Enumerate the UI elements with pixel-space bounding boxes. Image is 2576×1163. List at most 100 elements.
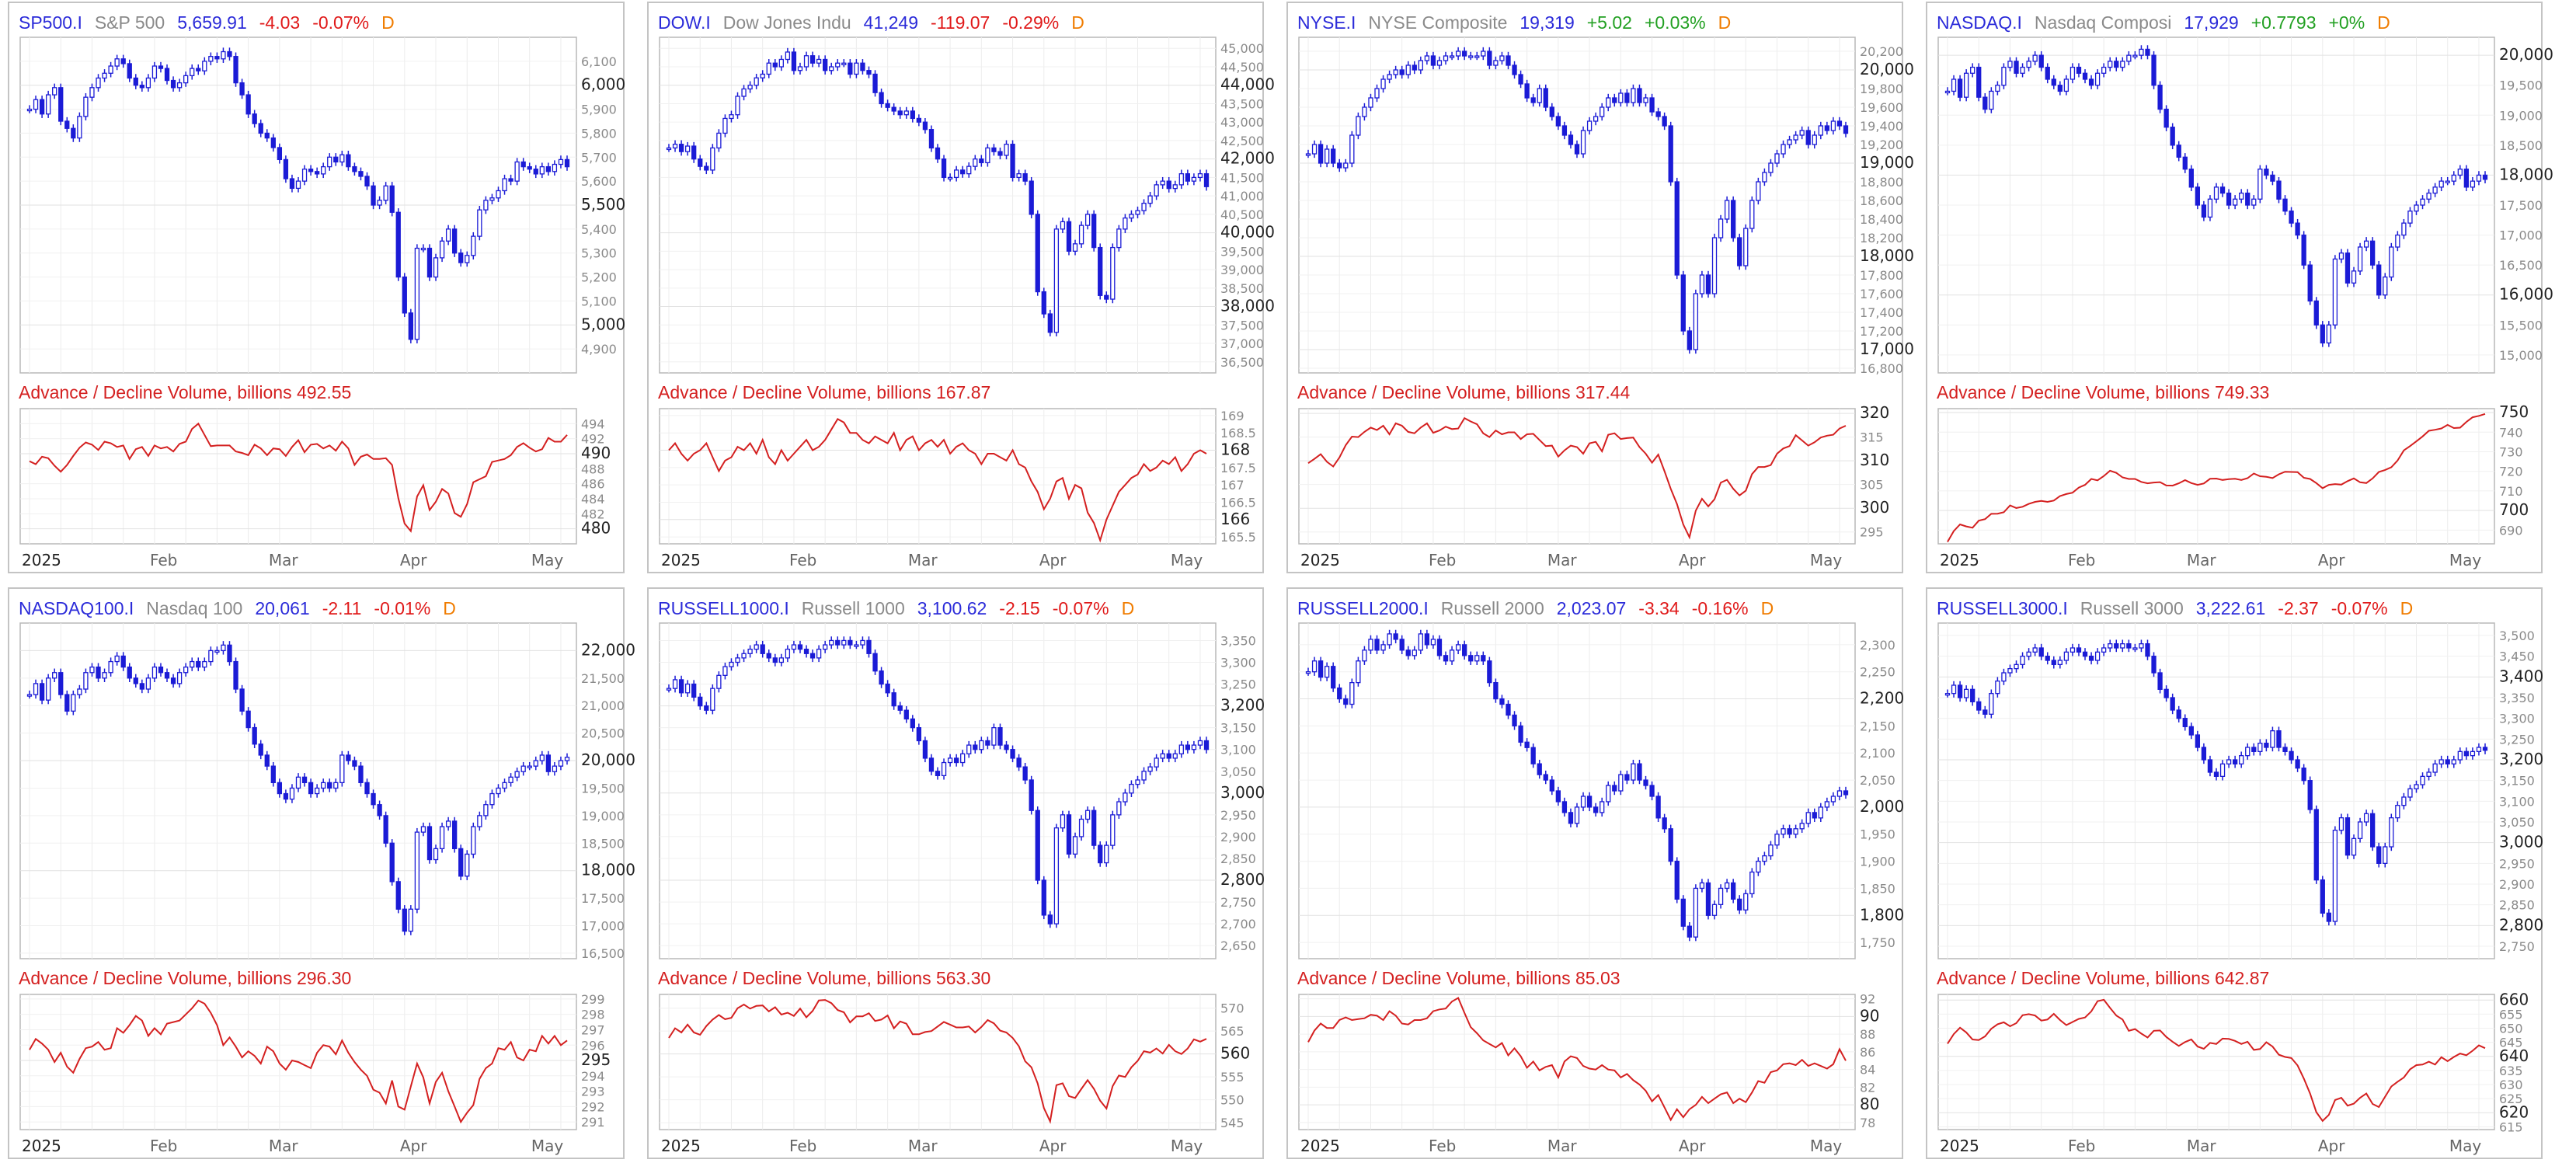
period-selector[interactable]: D — [2377, 12, 2390, 33]
candle — [997, 723, 1003, 750]
candle — [960, 165, 966, 178]
candle — [1110, 243, 1116, 304]
period-selector[interactable]: D — [1071, 12, 1084, 33]
price-y-tick: 22,000 — [581, 640, 635, 659]
candle — [176, 78, 183, 92]
price-y-tick: 5,100 — [581, 294, 617, 308]
candle — [710, 144, 715, 175]
candle — [539, 750, 545, 765]
candle — [2108, 639, 2113, 653]
candle — [1393, 65, 1398, 79]
symbol-link[interactable]: SP500.I — [19, 12, 82, 33]
candle — [83, 668, 89, 694]
symbol-link[interactable]: RUSSELL1000.I — [658, 598, 789, 618]
price-y-tick: 17,500 — [2499, 198, 2543, 213]
price-y-tick: 18,200 — [1860, 231, 1903, 245]
volume-y-tick: 710 — [2499, 484, 2523, 499]
candle — [1084, 210, 1091, 230]
symbol-link[interactable]: DOW.I — [658, 12, 711, 33]
candle — [1016, 754, 1022, 771]
chart-panel-russell3000i[interactable]: RUSSELL3000.I Russell 3000 3,222.61 -2.37 -0… — [1926, 587, 2543, 1159]
candle — [445, 225, 451, 245]
symbol-link[interactable]: NASDAQ.I — [1937, 12, 2022, 33]
candle — [941, 758, 947, 780]
candle — [314, 784, 320, 798]
volume-y-tick: 625 — [2499, 1092, 2523, 1106]
candle — [1781, 140, 1786, 158]
candle — [496, 784, 501, 798]
candle — [1793, 131, 1798, 145]
candle — [809, 649, 816, 663]
candle — [829, 636, 834, 649]
candle — [1356, 112, 1361, 140]
candle — [1655, 107, 1661, 121]
symbol-link[interactable]: RUSSELL3000.I — [1937, 598, 2068, 618]
price-y-tick: 19,600 — [1860, 100, 1903, 115]
chart-panel-russell2000i[interactable]: RUSSELL2000.I Russell 2000 2,023.07 -3.34 -0… — [1286, 587, 1904, 1159]
candle — [803, 51, 809, 71]
price-y-tick: 16,500 — [2499, 258, 2543, 273]
candle — [1580, 126, 1586, 158]
chart-panel-russell1000i[interactable]: RUSSELL1000.I Russell 1000 3,100.62 -2.15 -0… — [647, 587, 1265, 1159]
candle — [860, 59, 865, 75]
price-change: -2.15 — [999, 598, 1040, 618]
candle — [854, 59, 859, 78]
candle — [352, 162, 357, 176]
price-y-tick: 18,400 — [1860, 212, 1903, 227]
x-tick-label: May — [531, 1137, 564, 1155]
candle — [823, 640, 828, 653]
price-y-tick: 6,000 — [581, 75, 625, 94]
period-selector[interactable]: D — [2400, 598, 2414, 618]
chart-panel-dowi[interactable]: DOW.I Dow Jones Indu 41,249 -119.07 -0.29% D A… — [647, 2, 1275, 573]
candle — [1995, 81, 2000, 96]
candle — [564, 753, 570, 765]
candle — [2270, 171, 2275, 186]
candle — [2226, 189, 2232, 210]
candle — [691, 141, 697, 163]
candle — [860, 636, 865, 649]
period-selector[interactable]: D — [443, 598, 456, 618]
period-selector[interactable]: D — [381, 12, 395, 33]
x-tick-label: May — [1810, 1137, 1843, 1155]
candle — [1349, 678, 1355, 709]
price-y-tick: 44,000 — [1220, 75, 1275, 94]
price-y-tick: 39,500 — [1220, 244, 1264, 259]
candle — [816, 645, 822, 663]
period-selector[interactable]: D — [1718, 12, 1732, 33]
candle — [2432, 183, 2438, 197]
candle — [1799, 126, 1805, 140]
candle — [722, 662, 728, 680]
candle — [1543, 84, 1548, 112]
candle — [1743, 224, 1749, 270]
x-tick-label: Feb — [150, 551, 177, 569]
symbol-link[interactable]: NYSE.I — [1297, 12, 1356, 33]
candle — [897, 106, 903, 119]
chart-panel-sp500i[interactable]: SP500.I S&P 500 5,659.91 -4.03 -0.07% D Advanc… — [8, 2, 625, 573]
candle — [170, 674, 176, 688]
candle — [383, 182, 388, 205]
candle — [1499, 695, 1505, 709]
candle — [2139, 45, 2144, 60]
candle — [1368, 635, 1373, 655]
candle — [922, 736, 928, 763]
candle — [558, 155, 564, 169]
candle — [2251, 195, 2257, 210]
candle — [239, 684, 245, 716]
candle — [1787, 135, 1792, 149]
candle — [1449, 51, 1455, 61]
chart-panel-nasdaqi[interactable]: NASDAQ.I Nasdaq Composi 17,929 +0.7793 +0% D A… — [1926, 2, 2553, 573]
volume-y-tick: 78 — [1860, 1116, 1875, 1130]
candle — [2101, 63, 2107, 78]
symbol-link[interactable]: NASDAQ100.I — [19, 598, 134, 618]
candle — [2245, 743, 2251, 760]
candle — [2051, 656, 2056, 669]
chart-panel-nysei[interactable]: NYSE.I NYSE Composite 19,319 +5.02 +0.03% D Ad… — [1286, 2, 1914, 573]
period-selector[interactable]: D — [1121, 598, 1135, 618]
period-selector[interactable]: D — [1760, 598, 1774, 618]
symbol-link[interactable]: RUSSELL2000.I — [1297, 598, 1429, 618]
x-tick-label: Mar — [1547, 551, 1578, 569]
chart-panel-nasdaq100i[interactable]: NASDAQ100.I Nasdaq 100 20,061 -2.11 -0.01% D A… — [8, 587, 635, 1159]
candle — [1493, 56, 1499, 70]
x-tick-label: 2025 — [1940, 551, 1979, 569]
x-tick-label: 2025 — [1300, 1137, 1340, 1155]
